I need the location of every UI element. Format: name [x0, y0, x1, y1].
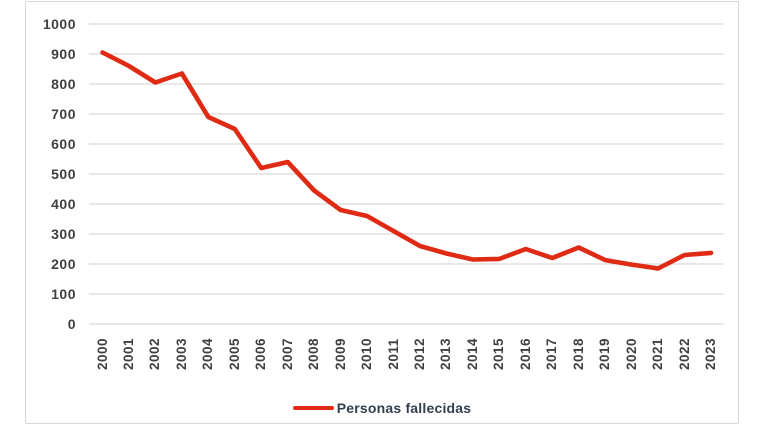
x-axis-tick-label: 2020: [623, 337, 639, 371]
x-axis-tick-label: 2023: [702, 337, 718, 371]
x-axis-tick-label: 2013: [438, 337, 454, 371]
x-axis-tick-label: 2022: [676, 337, 692, 371]
y-axis-tick-label: 1000: [42, 16, 76, 32]
plot-area: [89, 23, 724, 325]
y-axis-tick-label: 700: [51, 106, 76, 122]
legend-line-swatch: [292, 406, 334, 410]
legend: Personas fallecidas: [26, 397, 738, 419]
x-axis-tick-label: 2001: [120, 337, 136, 371]
line-chart-frame: 0 100 200 300 400 500 600 700 800 900 1000 2000 200…: [25, 1, 739, 424]
y-axis-tick-label: 100: [51, 286, 76, 302]
x-axis-tick-label: 2017: [544, 337, 560, 371]
data-series-line: [100, 50, 714, 271]
y-axis-tick-label: 800: [51, 76, 76, 92]
x-axis-tick-label: 2003: [173, 337, 189, 371]
y-axis-tick-label: 300: [51, 226, 76, 242]
x-axis-tick-label: 2008: [306, 337, 322, 371]
y-axis-tick-label: 0: [67, 316, 76, 332]
y-axis-tick-label: 900: [51, 46, 76, 62]
x-axis-tick-label: 2021: [650, 337, 666, 371]
x-axis-tick-label: 2016: [517, 337, 533, 371]
x-axis-tick-label: 2004: [200, 337, 216, 371]
y-axis-tick-label: 400: [51, 196, 76, 212]
x-axis-tick-label: 2005: [226, 337, 242, 371]
x-axis-tick-label: 2009: [332, 337, 348, 371]
x-axis-tick-label: 2011: [385, 338, 401, 370]
x-axis-tick-label: 2000: [94, 337, 110, 371]
x-axis-tick-label: 2002: [147, 337, 163, 371]
x-axis-tick-label: 2010: [359, 337, 375, 371]
y-axis-tick-label: 600: [51, 136, 76, 152]
x-axis-tick-label: 2019: [597, 337, 613, 371]
x-axis-tick-label: 2018: [570, 337, 586, 371]
x-axis-tick-label: 2006: [253, 337, 269, 371]
legend-label: Personas fallecidas: [336, 400, 472, 416]
y-axis-tick-label: 500: [51, 166, 76, 182]
x-axis-tick-label: 2012: [411, 337, 427, 371]
x-axis-tick-label: 2015: [491, 337, 507, 371]
x-axis-tick-label: 2014: [464, 337, 480, 371]
x-axis-tick-label: 2007: [279, 337, 295, 371]
y-axis-tick-label: 200: [51, 256, 76, 272]
